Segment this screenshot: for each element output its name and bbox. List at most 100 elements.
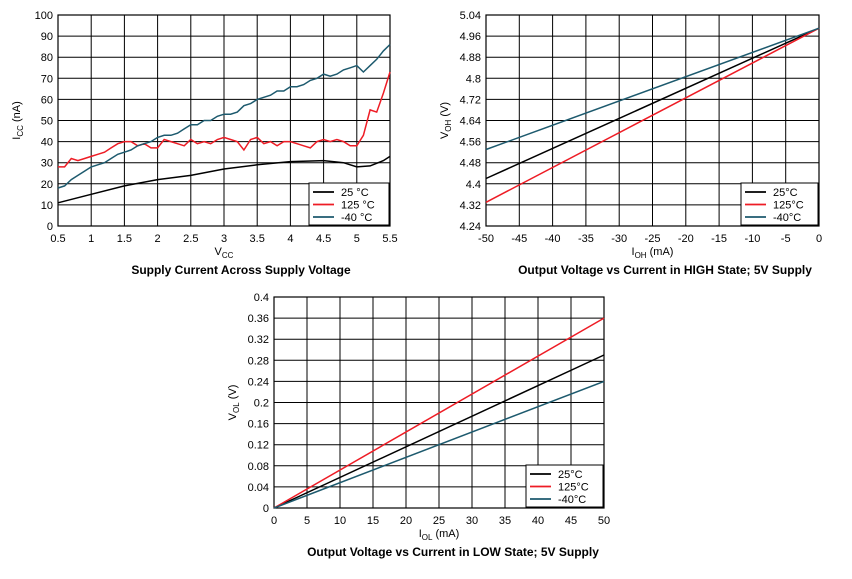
y-tick-label: 0.24 bbox=[248, 376, 269, 388]
y-tick-label: 20 bbox=[41, 179, 53, 191]
x-tick-label: 2 bbox=[155, 233, 161, 245]
x-tick-label: -25 bbox=[645, 233, 661, 245]
y-tick-label: 0.28 bbox=[248, 355, 269, 367]
x-tick-label: 5.5 bbox=[382, 233, 397, 245]
legend-entry: 25°C bbox=[558, 469, 583, 481]
y-tick-label: 0 bbox=[47, 221, 53, 233]
series-line-1 bbox=[485, 27, 820, 180]
x-tick-label: 1 bbox=[88, 233, 94, 245]
series-line-1 bbox=[273, 354, 605, 509]
chart-title: Supply Current Across Supply Voltage bbox=[131, 263, 351, 277]
y-tick-label: 60 bbox=[41, 94, 53, 106]
legend-entry: -40°C bbox=[558, 494, 586, 506]
plot-frame bbox=[57, 14, 391, 227]
x-tick-label: 3 bbox=[221, 233, 227, 245]
x-tick-label: -35 bbox=[578, 233, 594, 245]
x-tick-label: -5 bbox=[781, 233, 791, 245]
x-tick-label: 50 bbox=[598, 515, 610, 527]
x-axis-label: IOL (mA) bbox=[419, 528, 460, 542]
series-line-1 bbox=[57, 155, 391, 204]
legend-entry: 125 °C bbox=[341, 200, 375, 212]
y-tick-label: 0.36 bbox=[248, 313, 269, 325]
x-tick-label: -15 bbox=[711, 233, 727, 245]
y-tick-label: 0.16 bbox=[248, 419, 269, 431]
x-tick-label: 45 bbox=[565, 515, 577, 527]
x-tick-label: 0.5 bbox=[50, 233, 65, 245]
y-tick-label: 0 bbox=[263, 503, 269, 515]
y-tick-label: 4.8 bbox=[466, 73, 481, 85]
y-tick-label: 4.48 bbox=[460, 158, 481, 170]
legend-entry: 25°C bbox=[773, 187, 798, 199]
plot-frame bbox=[485, 14, 820, 227]
series-line-2 bbox=[485, 27, 820, 203]
y-tick-label: 4.88 bbox=[460, 52, 481, 64]
y-tick-label: 4.24 bbox=[460, 221, 481, 233]
y-tick-label: 4.64 bbox=[460, 116, 481, 128]
x-axis-label: IOH (mA) bbox=[632, 246, 674, 260]
series-line-2 bbox=[58, 71, 391, 168]
y-tick-label: 0.4 bbox=[254, 292, 269, 304]
y-tick-label: 4.56 bbox=[460, 137, 481, 149]
y-tick-label: 10 bbox=[41, 200, 53, 212]
series-line-3 bbox=[485, 27, 820, 151]
y-tick-label: 50 bbox=[41, 116, 53, 128]
x-tick-label: -10 bbox=[744, 233, 760, 245]
y-tick-label: 0.08 bbox=[248, 461, 269, 473]
x-tick-label: -45 bbox=[511, 233, 527, 245]
x-tick-label: -50 bbox=[478, 233, 494, 245]
x-tick-label: 2.5 bbox=[183, 233, 198, 245]
y-tick-label: 0.2 bbox=[254, 398, 269, 410]
x-tick-label: 35 bbox=[499, 515, 511, 527]
x-tick-label: 5 bbox=[354, 233, 360, 245]
y-tick-label: 4.96 bbox=[460, 31, 481, 43]
x-tick-label: 0 bbox=[271, 515, 277, 527]
x-tick-label: 1.5 bbox=[117, 233, 132, 245]
y-axis-label: VOL (V) bbox=[227, 385, 241, 421]
legend-entry: 25 °C bbox=[341, 187, 369, 199]
chart-title: Output Voltage vs Current in LOW State; … bbox=[307, 545, 599, 559]
y-tick-label: 80 bbox=[41, 52, 53, 64]
x-tick-label: 30 bbox=[466, 515, 478, 527]
series-line-2 bbox=[273, 317, 605, 509]
series-line-3 bbox=[273, 380, 605, 509]
x-tick-label: 10 bbox=[334, 515, 346, 527]
y-tick-label: 5.04 bbox=[460, 10, 481, 22]
chart-panel-1: 0.5 1 1.5 2 2.5 3 3.5 4 4.5 5 5.5 0 10 20 30 40 50 60 70 80… bbox=[11, 10, 398, 277]
legend-entry: 125°C bbox=[558, 482, 589, 494]
y-axis-label: VOH (V) bbox=[439, 102, 453, 139]
y-tick-label: 0.32 bbox=[248, 334, 269, 346]
y-tick-label: 0.04 bbox=[248, 482, 269, 494]
x-tick-label: -30 bbox=[611, 233, 627, 245]
x-tick-label: 20 bbox=[400, 515, 412, 527]
y-tick-label: 100 bbox=[35, 10, 53, 22]
plot-frame bbox=[273, 296, 605, 509]
y-tick-label: 0.12 bbox=[248, 440, 269, 452]
x-tick-label: 0 bbox=[816, 233, 822, 245]
y-axis-label: ICC (nA) bbox=[11, 101, 25, 139]
y-tick-label: 4.4 bbox=[466, 179, 481, 191]
x-tick-label: 15 bbox=[367, 515, 379, 527]
chart-title: Output Voltage vs Current in HIGH State;… bbox=[518, 263, 812, 277]
legend-entry: -40 °C bbox=[341, 212, 372, 224]
x-tick-label: -40 bbox=[545, 233, 561, 245]
legend-entry: 125°C bbox=[773, 200, 804, 212]
y-tick-label: 4.72 bbox=[460, 94, 481, 106]
y-tick-label: 70 bbox=[41, 73, 53, 85]
x-tick-label: 25 bbox=[433, 515, 445, 527]
x-tick-label: 3.5 bbox=[250, 233, 265, 245]
y-tick-label: 40 bbox=[41, 137, 53, 149]
x-tick-label: 40 bbox=[532, 515, 544, 527]
x-tick-label: 5 bbox=[304, 515, 310, 527]
y-tick-label: 30 bbox=[41, 158, 53, 170]
x-tick-label: 4 bbox=[287, 233, 293, 245]
y-tick-label: 90 bbox=[41, 31, 53, 43]
y-tick-label: 4.32 bbox=[460, 200, 481, 212]
chart-panel-3: 0 5 10 15 20 25 30 35 40 45 50 0 0.04 0.08 0.12 0.16 0.2… bbox=[227, 292, 610, 559]
x-axis-label: VCC bbox=[215, 246, 234, 260]
x-tick-label: -20 bbox=[678, 233, 694, 245]
chart-panel-2: -50 -45 -40 -35 -30 -25 -20 -15 -10 -5 04.244.324.… bbox=[439, 10, 822, 277]
